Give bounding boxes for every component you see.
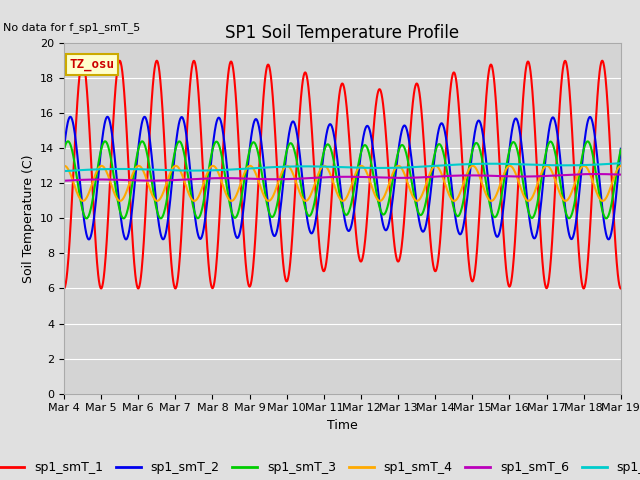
sp1_smT_7 <box>60 168 68 174</box>
sp1_smT_4 <box>378 197 385 203</box>
sp1_smT_7 <box>617 160 625 166</box>
Line: sp1_smT_7: sp1_smT_7 <box>64 163 621 171</box>
sp1_smT_3 <box>378 210 385 216</box>
sp1_smT_6 <box>103 177 111 182</box>
sp1_smT_7 <box>126 166 134 172</box>
sp1_smT_4 <box>60 163 68 169</box>
sp1_smT_4 <box>135 163 143 169</box>
sp1_smT_7 <box>377 165 385 171</box>
sp1_smT_7 <box>103 166 111 172</box>
sp1_smT_7 <box>296 164 304 169</box>
sp1_smT_3 <box>127 192 134 198</box>
Y-axis label: Soil Temperature (C): Soil Temperature (C) <box>22 154 35 283</box>
sp1_smT_4 <box>297 192 305 198</box>
sp1_smT_2 <box>85 237 93 242</box>
sp1_smT_1 <box>297 99 305 105</box>
sp1_smT_3 <box>617 147 625 153</box>
Line: sp1_smT_1: sp1_smT_1 <box>64 61 621 288</box>
sp1_smT_3 <box>60 147 68 153</box>
sp1_smT_6 <box>296 176 304 181</box>
sp1_smT_1 <box>79 58 86 64</box>
sp1_smT_1 <box>318 265 326 271</box>
sp1_smT_2 <box>104 114 111 120</box>
Line: sp1_smT_3: sp1_smT_3 <box>64 141 621 218</box>
Text: No data for f_sp1_smT_5: No data for f_sp1_smT_5 <box>3 22 140 33</box>
sp1_smT_4 <box>308 188 316 193</box>
sp1_smT_2 <box>60 146 68 152</box>
sp1_smT_1 <box>378 90 385 96</box>
sp1_smT_2 <box>319 160 326 166</box>
sp1_smT_3 <box>297 183 305 189</box>
sp1_smT_4 <box>617 163 625 169</box>
sp1_smT_1 <box>308 132 316 137</box>
sp1_smT_2 <box>378 215 385 220</box>
X-axis label: Time: Time <box>327 419 358 432</box>
sp1_smT_6 <box>377 175 385 180</box>
sp1_smT_1 <box>126 194 134 200</box>
sp1_smT_7 <box>318 164 326 169</box>
Text: TZ_osu: TZ_osu <box>70 58 115 71</box>
sp1_smT_6 <box>318 175 326 180</box>
sp1_smT_6 <box>617 172 625 178</box>
Line: sp1_smT_6: sp1_smT_6 <box>64 174 621 181</box>
sp1_smT_2 <box>617 146 625 152</box>
sp1_smT_3 <box>83 216 90 221</box>
sp1_smT_4 <box>116 198 124 204</box>
sp1_smT_3 <box>104 143 111 148</box>
sp1_smT_6 <box>308 175 316 181</box>
Legend: sp1_smT_1, sp1_smT_2, sp1_smT_3, sp1_smT_4, sp1_smT_6, sp1_smT_7: sp1_smT_1, sp1_smT_2, sp1_smT_3, sp1_smT… <box>0 456 640 479</box>
sp1_smT_3 <box>319 155 326 160</box>
sp1_smT_4 <box>319 164 326 169</box>
sp1_smT_7 <box>308 164 316 169</box>
sp1_smT_6 <box>591 171 598 177</box>
sp1_smT_3 <box>64 138 72 144</box>
sp1_smT_1 <box>60 286 68 291</box>
sp1_smT_2 <box>127 220 134 226</box>
sp1_smT_1 <box>104 226 111 232</box>
Line: sp1_smT_2: sp1_smT_2 <box>64 117 621 240</box>
sp1_smT_6 <box>126 177 134 183</box>
sp1_smT_2 <box>308 230 316 236</box>
sp1_smT_3 <box>308 208 316 214</box>
sp1_smT_4 <box>103 170 111 176</box>
sp1_smT_1 <box>617 286 625 291</box>
sp1_smT_4 <box>126 178 134 184</box>
Line: sp1_smT_4: sp1_smT_4 <box>64 166 621 201</box>
sp1_smT_6 <box>60 178 68 184</box>
Title: SP1 Soil Temperature Profile: SP1 Soil Temperature Profile <box>225 24 460 42</box>
sp1_smT_2 <box>297 163 305 168</box>
sp1_smT_2 <box>67 114 74 120</box>
